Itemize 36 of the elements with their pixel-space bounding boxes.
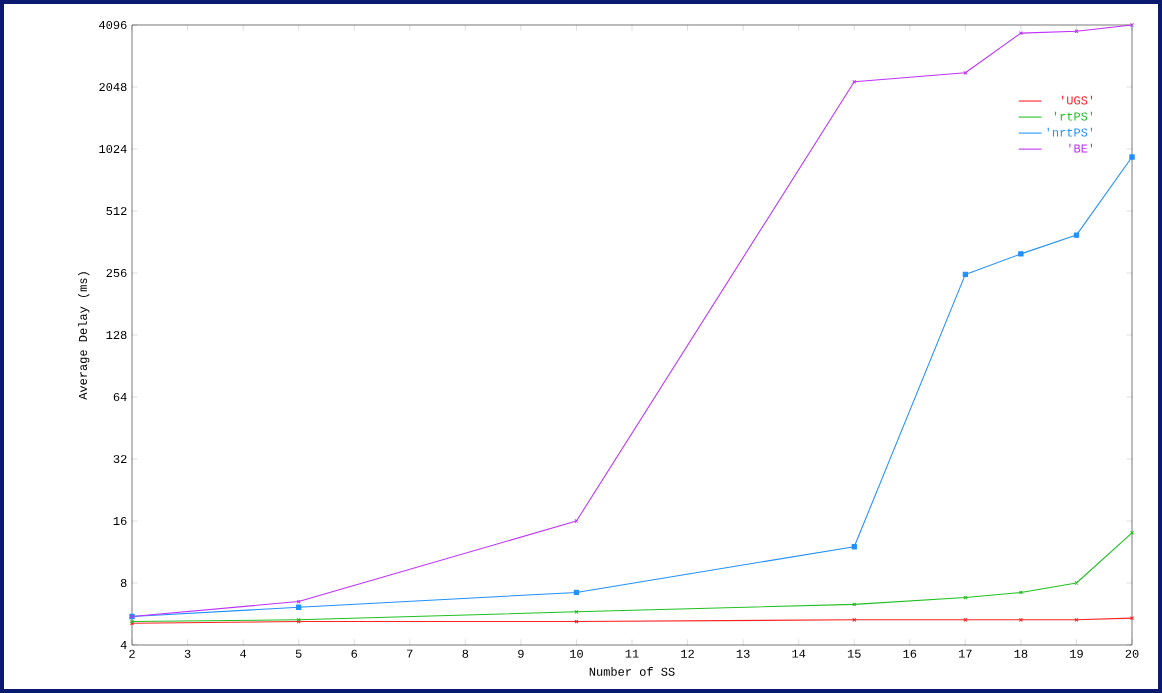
x-tick-label: 3	[184, 649, 191, 658]
x-tick-label: 18	[1014, 649, 1028, 658]
y-tick-label: 8	[120, 578, 127, 588]
x-tick-label: 19	[1070, 649, 1083, 658]
y-tick-label: 256	[106, 268, 127, 278]
y-tick-label: 4096	[99, 20, 127, 30]
y-tick-label: 2048	[99, 82, 127, 92]
y-tick-label: 64	[113, 392, 127, 402]
x-tick-label: 7	[407, 649, 413, 658]
y-tick-label: 16	[113, 516, 127, 526]
x-tick-label: 14	[792, 649, 806, 658]
x-tick-label: 12	[681, 649, 694, 658]
x-axis-title: Number of SS	[589, 667, 675, 676]
x-tick-label: 17	[959, 649, 972, 658]
x-tick-label: 4	[240, 649, 247, 658]
legend-label: 'BE'	[1069, 143, 1093, 153]
x-tick-label: 9	[518, 649, 524, 658]
x-tick-label: 2	[129, 649, 135, 658]
y-tick-label: 32	[113, 454, 127, 464]
x-tick-label: 8	[462, 649, 469, 658]
x-tick-label: 11	[625, 649, 639, 658]
legend-label: 'rtPS'	[1054, 111, 1093, 121]
x-tick-label: 16	[903, 649, 917, 658]
x-tick-label: 13	[736, 649, 750, 658]
x-tick-label: 10	[570, 649, 583, 658]
y-tick-label: 4	[120, 641, 127, 649]
legend-label: 'UGS'	[1062, 95, 1093, 105]
y-tick-label: 512	[106, 206, 127, 216]
y-tick-label: 1024	[99, 144, 127, 154]
x-tick-label: 6	[351, 649, 358, 658]
x-tick-label: 15	[847, 649, 861, 658]
x-tick-label: 5	[295, 649, 302, 658]
x-tick-label: 20	[1125, 649, 1139, 658]
y-axis-title: Average Delay (ms)	[78, 272, 90, 400]
legend-label: 'nrtPS'	[1047, 127, 1093, 137]
y-tick-label: 128	[106, 330, 127, 340]
